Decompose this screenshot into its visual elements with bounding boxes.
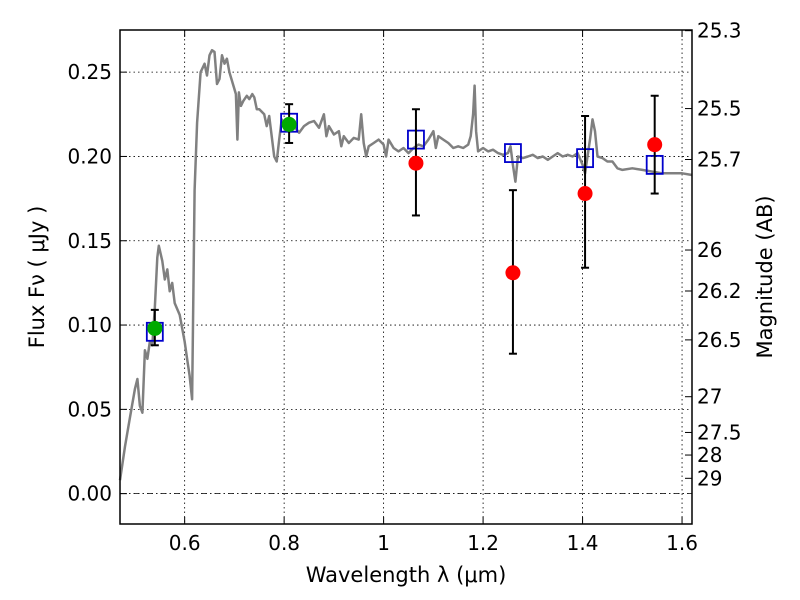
right-tick-label: 26.2 — [697, 279, 742, 303]
y-tick-label: 0.15 — [67, 229, 112, 253]
y-tick-label: 0.20 — [67, 144, 112, 168]
model-sed-line — [118, 48, 693, 481]
x-axis-label: Wavelength λ (μm) — [306, 563, 507, 587]
y-tick-label: 0.25 — [67, 60, 112, 84]
right-tick-label: 27 — [697, 385, 722, 409]
model-flux-square — [504, 143, 522, 163]
grid-lines — [120, 30, 692, 524]
right-tick-label: 25.3 — [697, 19, 742, 43]
observed-flux-point — [647, 137, 663, 153]
y-axis-label: Flux Fν ( μJy ) — [25, 206, 49, 349]
x-tick-label: 1.2 — [467, 531, 499, 555]
x-tick-label: 0.8 — [268, 531, 300, 555]
y-tick-label: 0.05 — [67, 397, 112, 421]
right-tick-label: 26 — [697, 238, 722, 262]
x-tick-label: 0.6 — [169, 531, 201, 555]
right-tick-label: 28 — [697, 443, 722, 467]
right-tick-label: 27.5 — [697, 420, 742, 444]
observed-flux-point — [577, 186, 593, 202]
observed-flux-point — [408, 155, 424, 171]
plot-area — [118, 48, 693, 481]
x-tick-label: 1.4 — [567, 531, 599, 555]
right-tick-label: 25.7 — [697, 147, 742, 171]
x-tick-label: 1.6 — [666, 531, 698, 555]
x-tick-label: 1 — [377, 531, 390, 555]
y-tick-label: 0.00 — [67, 482, 112, 506]
y-tick-label: 0.10 — [67, 313, 112, 337]
observed-flux-point — [281, 116, 297, 132]
observed-flux-point — [505, 265, 521, 281]
right-tick-label: 29 — [697, 466, 722, 490]
observed-flux-point — [147, 320, 163, 336]
axis-ticks: 0.6 0.8 1 1.2 1.4 1.6 0.00 0.05 0.10 0.15 0.20 0.25… — [67, 19, 741, 555]
right-tick-label: 25.5 — [697, 97, 742, 121]
plot-frame — [119, 29, 693, 525]
right-tick-label: 26.5 — [697, 328, 742, 352]
right-axis-label: Magnitude (AB) — [753, 195, 777, 358]
